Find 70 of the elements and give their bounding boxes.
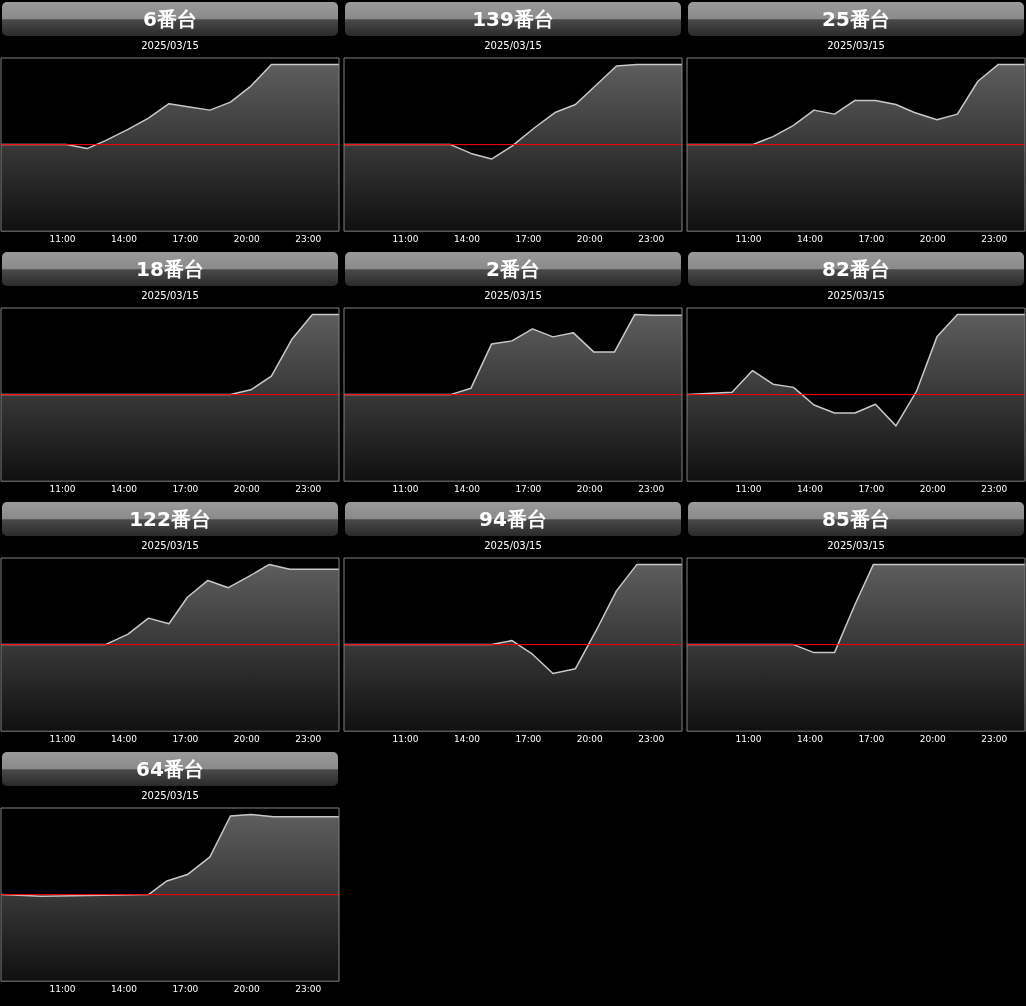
chart-subtitle: 2025/03/15 — [141, 39, 199, 51]
x-tick-label: 14:00 — [796, 483, 824, 494]
x-tick-label: 14:00 — [453, 733, 481, 744]
x-tick-label: 11:00 — [735, 733, 762, 744]
x-tick-label: 17:00 — [172, 233, 199, 244]
x-tick-label: 14:00 — [110, 983, 138, 994]
x-tick-label: 17:00 — [515, 483, 542, 494]
chart-title: 85番台 — [688, 502, 1024, 536]
x-tick-label: 14:00 — [796, 233, 824, 244]
x-tick-label: 23:00 — [295, 483, 322, 494]
x-tick-label: 11:00 — [49, 733, 76, 744]
chart-title: 122番台 — [2, 502, 338, 536]
chart-title: 2番台 — [345, 252, 681, 286]
x-tick-label: 17:00 — [172, 483, 199, 494]
x-tick-label: 17:00 — [515, 233, 542, 244]
chart-subtitle: 2025/03/15 — [141, 289, 199, 301]
x-tick-label: 23:00 — [981, 733, 1008, 744]
x-tick-label: 23:00 — [638, 233, 665, 244]
x-tick-label: 14:00 — [110, 483, 138, 494]
x-tick-label: 14:00 — [796, 733, 824, 744]
x-tick-label: 20:00 — [576, 233, 604, 244]
x-tick-label: 11:00 — [49, 983, 76, 994]
x-tick-label: 11:00 — [49, 483, 76, 494]
x-tick-label: 23:00 — [638, 483, 665, 494]
chart-subtitle: 2025/03/15 — [827, 39, 885, 51]
x-tick-label: 23:00 — [981, 483, 1008, 494]
chart-title: 82番台 — [688, 252, 1024, 286]
x-tick-label: 11:00 — [392, 733, 419, 744]
x-tick-label: 23:00 — [295, 983, 322, 994]
chart-subtitle: 2025/03/15 — [484, 539, 542, 551]
chart-subtitle: 2025/03/15 — [827, 289, 885, 301]
x-tick-label: 17:00 — [172, 983, 199, 994]
x-tick-label: 14:00 — [453, 233, 481, 244]
x-tick-label: 11:00 — [392, 483, 419, 494]
chart-title: 18番台 — [2, 252, 338, 286]
x-tick-label: 11:00 — [735, 483, 762, 494]
x-tick-label: 20:00 — [576, 733, 604, 744]
x-tick-label: 20:00 — [919, 483, 947, 494]
x-tick-label: 17:00 — [858, 483, 885, 494]
x-tick-label: 11:00 — [735, 233, 762, 244]
chart-title: 6番台 — [2, 2, 338, 36]
x-tick-label: 17:00 — [172, 733, 199, 744]
x-tick-label: 23:00 — [638, 733, 665, 744]
chart-subtitle: 2025/03/15 — [141, 539, 199, 551]
chart-title: 94番台 — [345, 502, 681, 536]
x-tick-label: 20:00 — [233, 233, 261, 244]
x-tick-label: 11:00 — [392, 233, 419, 244]
x-tick-label: 14:00 — [110, 233, 138, 244]
x-tick-label: 20:00 — [233, 733, 261, 744]
x-tick-label: 11:00 — [49, 233, 76, 244]
chart-title: 25番台 — [688, 2, 1024, 36]
chart-subtitle: 2025/03/15 — [484, 39, 542, 51]
x-tick-label: 14:00 — [453, 483, 481, 494]
chart-subtitle: 2025/03/15 — [827, 539, 885, 551]
chart-subtitle: 2025/03/15 — [141, 789, 199, 801]
x-tick-label: 17:00 — [858, 233, 885, 244]
x-tick-label: 14:00 — [110, 733, 138, 744]
x-tick-label: 20:00 — [233, 483, 261, 494]
x-tick-label: 17:00 — [515, 733, 542, 744]
chart-title: 64番台 — [2, 752, 338, 786]
chart-title: 139番台 — [345, 2, 681, 36]
x-tick-label: 20:00 — [919, 733, 947, 744]
x-tick-label: 23:00 — [295, 233, 322, 244]
x-tick-label: 23:00 — [981, 233, 1008, 244]
x-tick-label: 20:00 — [919, 233, 947, 244]
x-tick-label: 23:00 — [295, 733, 322, 744]
x-tick-label: 20:00 — [233, 983, 261, 994]
x-tick-label: 20:00 — [576, 483, 604, 494]
x-tick-label: 17:00 — [858, 733, 885, 744]
chart-subtitle: 2025/03/15 — [484, 289, 542, 301]
